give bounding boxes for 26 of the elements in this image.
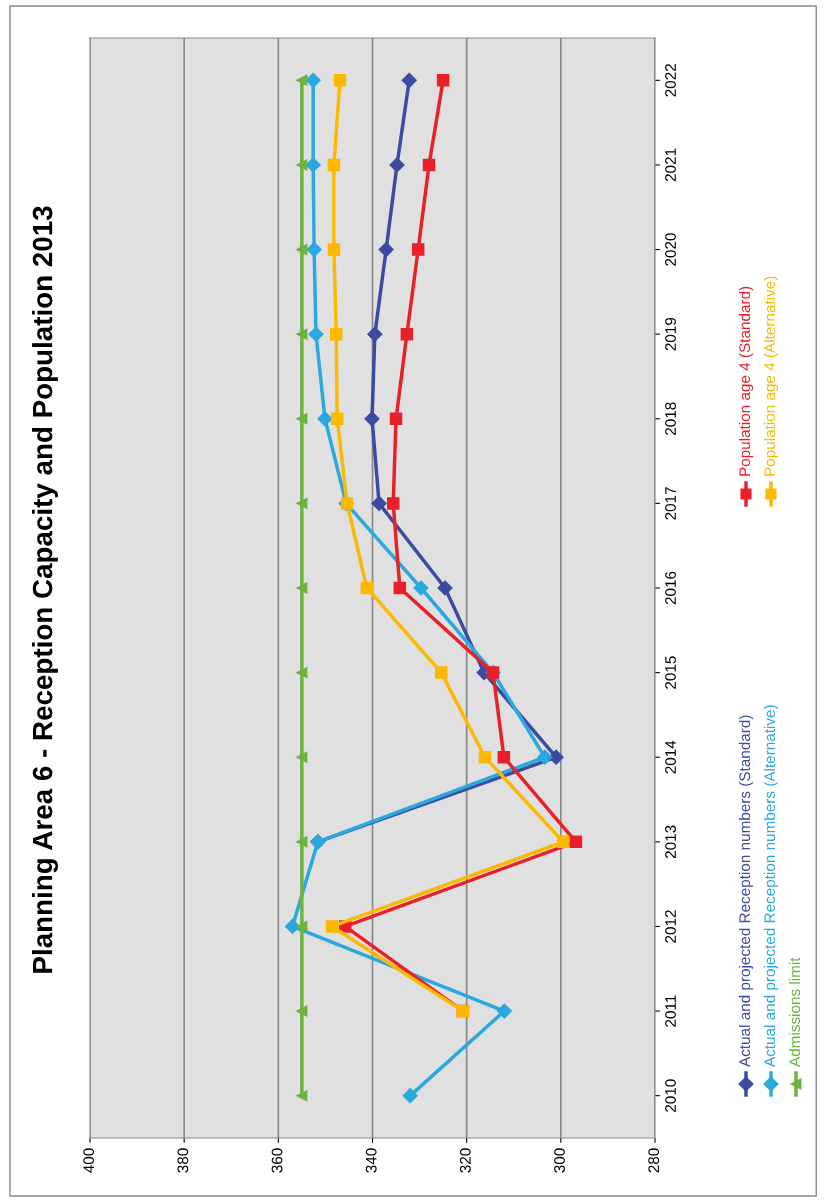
x-tick-label: 340 — [365, 1148, 377, 1173]
y-tick-label: 2019 — [665, 317, 676, 351]
text: Actual and projected Reception numbers (Alternative) — [763, 705, 779, 1067]
x-tick-label: 400 — [83, 1148, 95, 1173]
y-tick-label: 2016 — [665, 571, 676, 605]
y-tick-label: 2018 — [665, 402, 676, 435]
y-tick-label: 2021 — [665, 148, 676, 182]
y-tick-label: 2011 — [665, 995, 676, 1027]
x-tick-label: 300 — [554, 1148, 565, 1173]
text: Population age 4 (Standard) — [738, 286, 754, 476]
y-tick-label: 2010 — [665, 1079, 676, 1112]
x-tick-label: 380 — [177, 1148, 189, 1173]
x-tick-label: 280 — [648, 1148, 660, 1173]
y-tick-label: 2012 — [665, 910, 676, 943]
text: Admissions limit — [788, 957, 801, 1067]
y-tick-label: 2015 — [665, 656, 676, 689]
x-tick-label: 360 — [271, 1148, 283, 1173]
y-tick-label: 2017 — [665, 487, 676, 520]
text: Actual and projected Reception numbers (Standard) — [738, 715, 754, 1067]
y-tick-label: 2020 — [665, 233, 676, 266]
x-tick-label: 320 — [459, 1148, 471, 1173]
y-tick-label: 2022 — [665, 64, 676, 97]
text: Population age 4 (Alternative) — [763, 276, 779, 476]
text: Planning Area 6 - Reception Capacity and Population 2013 — [31, 206, 59, 973]
y-tick-label: 2014 — [665, 740, 676, 774]
y-tick-label: 2013 — [665, 825, 676, 859]
